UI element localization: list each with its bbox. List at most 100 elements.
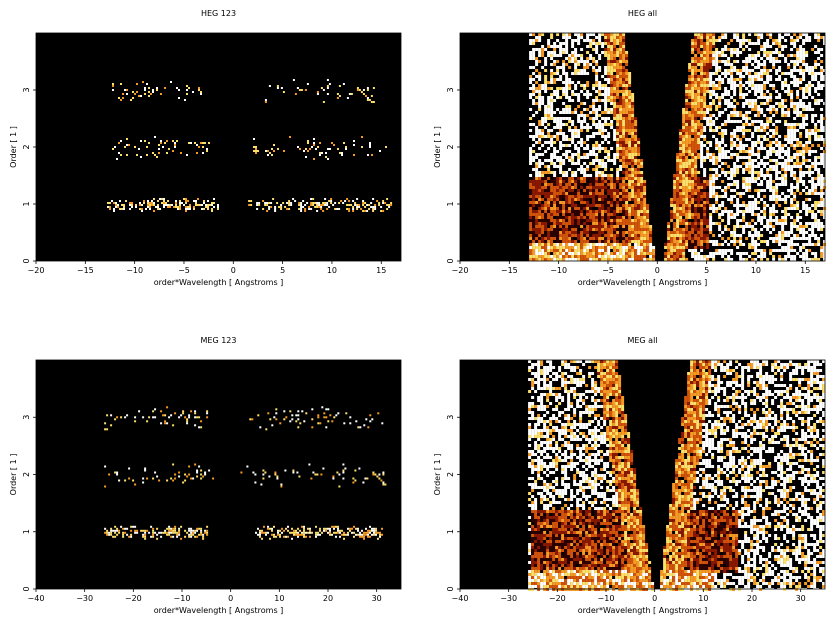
- heatmap-cell: [694, 162, 698, 165]
- heatmap-cell: [604, 147, 608, 150]
- heatmap-cell: [174, 144, 176, 146]
- heatmap-cell: [556, 204, 560, 207]
- heatmap-cell: [565, 111, 569, 114]
- heatmap-cell: [790, 189, 794, 192]
- heatmap-cell: [592, 111, 596, 114]
- heatmap-cell: [538, 75, 542, 78]
- heatmap-cell: [535, 225, 539, 228]
- heatmap-cell: [601, 240, 605, 243]
- heatmap-cell: [733, 240, 737, 243]
- heatmap-cell: [694, 240, 698, 243]
- heatmap-cell: [805, 123, 809, 126]
- heatmap-cell: [595, 72, 599, 75]
- heatmap-cell: [691, 78, 695, 81]
- heatmap-cell: [307, 142, 309, 144]
- heatmap-cell: [814, 186, 818, 189]
- heatmap-cell: [808, 180, 812, 183]
- heatmap-cell: [322, 101, 325, 103]
- heatmap-cell: [769, 51, 773, 54]
- heatmap-cell: [622, 165, 626, 168]
- heatmap-cell: [610, 48, 614, 51]
- heatmap-cell: [157, 208, 159, 210]
- heatmap-cell: [715, 126, 719, 129]
- heatmap-cell: [802, 180, 806, 183]
- heatmap-cell: [371, 154, 373, 156]
- heatmap-cell: [643, 195, 647, 198]
- heatmap-cell: [685, 183, 689, 186]
- heatmap-cell: [625, 51, 629, 54]
- heatmap-cell: [805, 192, 809, 195]
- heatmap-cell: [595, 111, 599, 114]
- heatmap-cell: [589, 153, 593, 156]
- heatmap-cell: [640, 180, 644, 183]
- heatmap-cell: [535, 255, 539, 258]
- heatmap-cell: [541, 120, 545, 123]
- heatmap-cell: [610, 228, 614, 231]
- heatmap-cell: [811, 228, 815, 231]
- heatmap-cell: [565, 144, 569, 147]
- heatmap-cell: [529, 249, 533, 252]
- heatmap-cell: [553, 90, 557, 93]
- heatmap-cell: [769, 183, 773, 186]
- heatmap-cell: [784, 120, 788, 123]
- heatmap-cell: [538, 138, 542, 141]
- heatmap-cell: [346, 198, 349, 200]
- heatmap-cell: [625, 114, 629, 117]
- heatmap-cell: [712, 90, 716, 93]
- heatmap-cell: [129, 202, 131, 204]
- heatmap-cell: [148, 95, 150, 97]
- heatmap-cell: [598, 234, 602, 237]
- heatmap-cell: [790, 225, 794, 228]
- heatmap-cell: [325, 156, 327, 158]
- heatmap-cell: [126, 138, 128, 140]
- heatmap-cell: [541, 102, 545, 105]
- heatmap-cell: [679, 144, 683, 147]
- heatmap-cell: [769, 111, 773, 114]
- heatmap-cell: [556, 117, 560, 120]
- heatmap-cell: [589, 177, 593, 180]
- heatmap-cell: [679, 192, 683, 195]
- heatmap-cell: [616, 183, 620, 186]
- heatmap-cell: [595, 96, 599, 99]
- heatmap-cell: [706, 210, 710, 213]
- heatmap-cell: [688, 204, 692, 207]
- heatmap-cell: [586, 96, 590, 99]
- heatmap-cell: [607, 219, 611, 222]
- heatmap-cell: [697, 96, 701, 99]
- heatmap-cell: [136, 83, 138, 85]
- heatmap-cell: [634, 123, 638, 126]
- heatmap-cell: [781, 210, 785, 213]
- heatmap-cell: [766, 51, 770, 54]
- heatmap-cell: [589, 63, 593, 66]
- heatmap-cell: [733, 213, 737, 216]
- heatmap-cell: [571, 249, 575, 252]
- heatmap-cell: [703, 213, 707, 216]
- heatmap-cell: [823, 186, 827, 189]
- heatmap-cell: [616, 234, 620, 237]
- heatmap-cell: [592, 255, 596, 258]
- heatmap-cell: [541, 99, 545, 102]
- heatmap-cell: [709, 117, 713, 120]
- heatmap-cell: [784, 165, 788, 168]
- heatmap-cell: [802, 153, 806, 156]
- heatmap-cell: [700, 39, 704, 42]
- heatmap-cell: [610, 45, 614, 48]
- heatmap-cell: [532, 78, 536, 81]
- heatmap-cell: [571, 129, 575, 132]
- heatmap-cell: [625, 132, 629, 135]
- heatmap-cell: [538, 222, 542, 225]
- heatmap-cell: [694, 204, 698, 207]
- heatmap-cell: [619, 99, 623, 102]
- heatmap-cell: [691, 84, 695, 87]
- heatmap-cell: [769, 180, 773, 183]
- heatmap-cell: [556, 234, 560, 237]
- heatmap-cell: [592, 144, 596, 147]
- heatmap-cell: [562, 234, 566, 237]
- heatmap-cell: [709, 90, 713, 93]
- heatmap-cell: [676, 159, 680, 162]
- heatmap-cell: [580, 177, 584, 180]
- heatmap-cell: [694, 78, 698, 81]
- heatmap-cell: [568, 144, 572, 147]
- heatmap-cell: [811, 84, 815, 87]
- heatmap-cell: [676, 204, 680, 207]
